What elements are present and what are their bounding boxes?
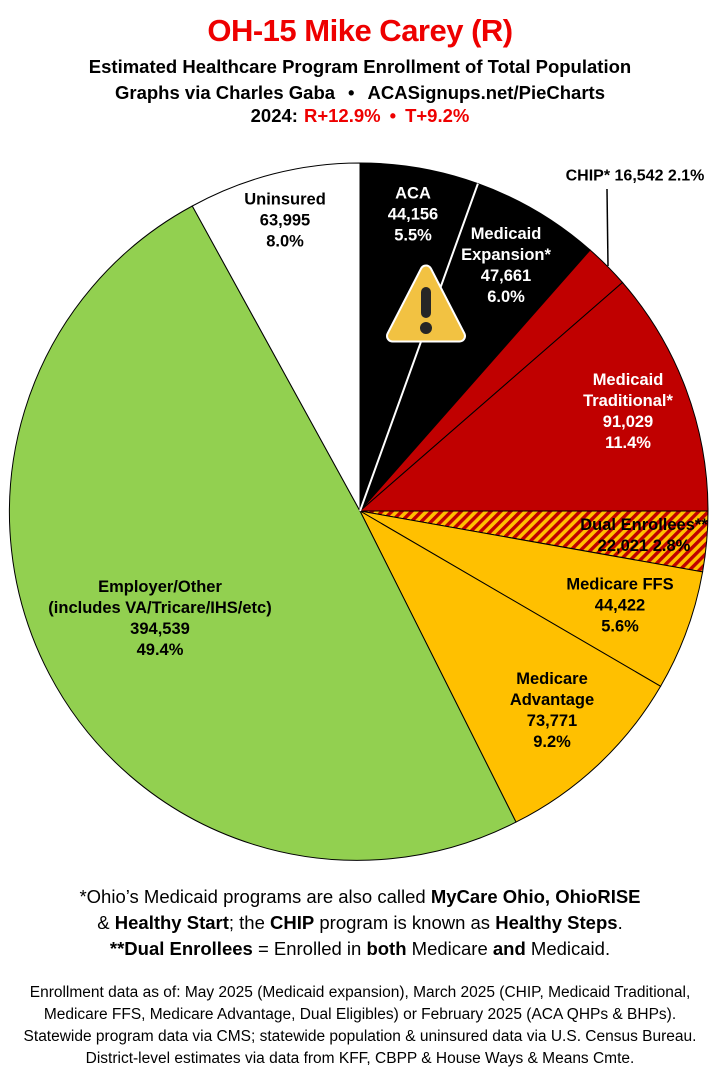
footnote-programs: *Ohio’s Medicaid programs are also calle… <box>0 884 720 962</box>
slice-name: Medicaid Expansion* <box>461 225 551 264</box>
footnote-line: District-level estimates via data from K… <box>85 1050 635 1067</box>
warning-icon <box>386 264 466 343</box>
footnote-line: **Dual Enrollees = Enrolled in both Medi… <box>109 938 611 959</box>
bullet-separator: • <box>348 82 355 103</box>
pie-slice-uninsured <box>191 162 361 512</box>
slice-val: 44,422 <box>594 596 646 615</box>
slice-val: 22,021 <box>597 537 649 555</box>
footnote-sources: Enrollment data as of: May 2025 (Medicai… <box>0 982 720 1070</box>
footnote-line: *Ohio’s Medicaid programs are also calle… <box>79 886 641 907</box>
slice-pct: 2.1% <box>667 167 705 185</box>
slice-name: Employer/Other <box>98 578 222 596</box>
slice-val: 44,156 <box>387 205 439 224</box>
slice-name: Medicare Advantage <box>509 670 595 709</box>
pie-slice-employer-other <box>8 205 517 861</box>
footnote-line: Medicare FFS, Medicare Advantage, Dual E… <box>43 1006 677 1023</box>
slice-label-chip: CHIP* 16,542 2.1% <box>566 166 705 187</box>
subtitle: Estimated Healthcare Program Enrollment … <box>88 56 632 77</box>
slice-val: 91,029 <box>602 413 654 431</box>
slice-pct: 5.6% <box>601 617 639 636</box>
slice-val: 394,539 <box>130 620 190 638</box>
slice-value-pct-row: 22,021 2.8% <box>549 536 720 557</box>
slice-label-aca: ACA 44,156 5.5% <box>358 184 468 247</box>
pie-slice-medicare-advantage <box>358 509 662 823</box>
slice-name-sub: (includes VA/Tricare/IHS/etc) <box>48 599 272 617</box>
slice-pct: 6.0% <box>487 288 525 306</box>
slice-pct: 8.0% <box>266 232 304 251</box>
slice-label-medicaid-traditional: Medicaid Traditional* 91,029 11.4% <box>561 370 695 454</box>
slice-name: Medicare FFS <box>566 575 674 594</box>
footnote-line: Statewide program data via CMS; statewid… <box>23 1028 697 1045</box>
slice-label-employer-other: Employer/Other (includes VA/Tricare/IHS/e… <box>10 577 310 661</box>
slice-name: Dual Enrollees** <box>580 516 708 534</box>
pie-chart-area: ACA 44,156 5.5% Medicaid Expansion* 47,661 6.… <box>8 162 720 861</box>
slice-name: ACA <box>395 184 431 203</box>
pie-slices <box>8 162 709 861</box>
pie-slice-medicaid-traditional <box>358 281 709 512</box>
footnote-line: & Healthy Start; the CHIP program is kno… <box>97 912 623 933</box>
slice-name: Uninsured <box>244 190 326 209</box>
slice-label-medicaid-expansion: Medicaid Expansion* 47,661 6.0% <box>445 224 567 308</box>
slice-pct: 49.4% <box>136 641 184 659</box>
chip-leader-line <box>606 188 609 267</box>
slice-pct: 2.8% <box>652 537 691 555</box>
credit-line: Graphs via Charles Gaba • ACASignups.net/P… <box>0 82 720 104</box>
slice-val: 16,542 <box>614 167 664 185</box>
lean-t-value: T+9.2% <box>405 105 470 126</box>
partisan-lean-line: 2024: R+12.9% • T+9.2% <box>0 105 720 127</box>
footnote-line: Enrollment data as of: May 2025 (Medicai… <box>29 984 691 1001</box>
slice-val: 73,771 <box>526 712 578 730</box>
bullet-separator: • <box>389 105 397 126</box>
slice-divider-line <box>359 183 479 512</box>
slice-name: CHIP* <box>565 167 611 185</box>
slice-pct: 5.5% <box>394 226 432 245</box>
slice-label-medicare-ffs: Medicare FFS 44,422 5.6% <box>545 575 695 638</box>
slice-pct: 9.2% <box>533 733 571 751</box>
lean-r-value: R+12.9% <box>303 105 381 126</box>
slice-val: 47,661 <box>480 267 532 285</box>
page-title: OH-15 Mike Carey (R) <box>207 13 513 48</box>
slice-label-dual-enrollees: Dual Enrollees** 22,021 2.8% <box>549 515 720 557</box>
pie-slice-medicaid-expansion <box>359 182 591 512</box>
credit-author: Graphs via Charles Gaba <box>115 82 336 103</box>
lean-year-label: 2024: <box>250 105 298 126</box>
slice-val: 63,995 <box>259 211 311 230</box>
slice-name: Medicaid Traditional* <box>583 371 673 410</box>
slice-label-medicare-advantage: Medicare Advantage 73,771 9.2% <box>485 669 619 753</box>
credit-site: ACASignups.net/PieCharts <box>367 82 605 103</box>
slice-label-uninsured: Uninsured 63,995 8.0% <box>220 190 350 253</box>
slice-pct: 11.4% <box>605 434 651 452</box>
